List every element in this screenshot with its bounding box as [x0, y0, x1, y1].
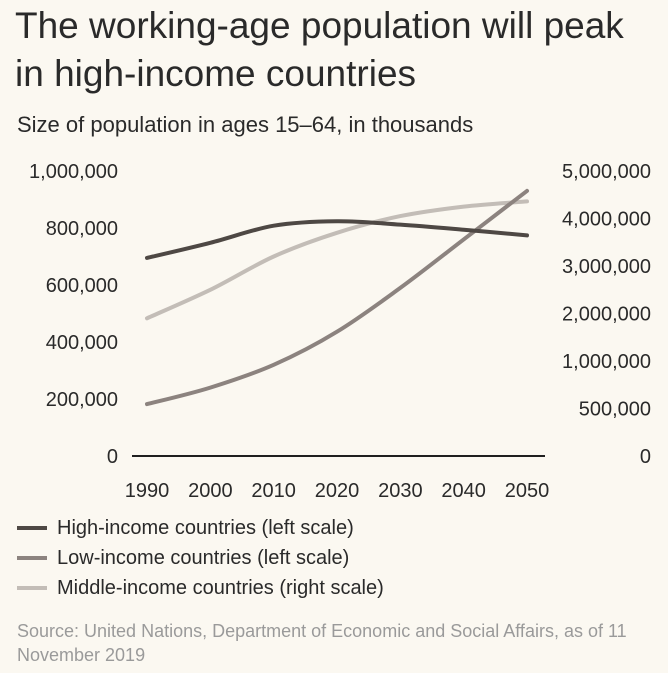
legend-label-high-income: High-income countries (left scale): [57, 516, 354, 539]
source-note: Source: United Nations, Department of Ec…: [17, 621, 627, 665]
x-axis-tick-label: 2030: [378, 480, 423, 502]
x-axis-tick-label: 2050: [505, 480, 550, 502]
left-axis-tick-label: 200,000: [46, 389, 118, 411]
left-axis-tick-label: 400,000: [46, 332, 118, 354]
legend-swatch-high-income: [17, 526, 47, 530]
right-axis-tick-label: 4,000,000: [562, 209, 651, 231]
legend-item-high-income: High-income countries (left scale): [17, 513, 384, 543]
x-axis-tick-label: 2000: [188, 480, 233, 502]
chart-subtitle: Size of population in ages 15–64, in tho…: [17, 112, 474, 137]
legend-label-low-income: Low-income countries (left scale): [57, 546, 350, 569]
left-axis-tick-label: 1,000,000: [29, 161, 118, 183]
x-axis-tick-label: 2020: [315, 480, 360, 502]
chart-legend: High-income countries (left scale) Low-i…: [17, 513, 384, 603]
left-axis-tick-label: 0: [107, 446, 118, 468]
legend-swatch-middle-income: [17, 586, 47, 590]
chart-title: The working-age population will peak in …: [15, 5, 624, 94]
x-axis-tick-label: 2040: [441, 480, 486, 502]
legend-item-middle-income: Middle-income countries (right scale): [17, 573, 384, 603]
right-axis-tick-label: 1,000,000: [562, 351, 651, 373]
x-axis-tick-label: 2010: [251, 480, 296, 502]
series-line-high-income-income: [145, 219, 529, 260]
left-axis-tick-label: 800,000: [46, 218, 118, 240]
legend-swatch-low-income: [17, 556, 47, 560]
series-line-low-income-income: [145, 188, 529, 407]
left-axis-tick-label: 600,000: [46, 275, 118, 297]
right-axis-tick-label: 2,000,000: [562, 304, 651, 326]
legend-label-middle-income: Middle-income countries (right scale): [57, 576, 384, 599]
series-line-middle-income-income: [145, 199, 529, 321]
right-axis-tick-label: 3,000,000: [562, 256, 651, 278]
x-axis-tick-label: 1990: [125, 480, 170, 502]
right-axis-tick-label: 500,000: [579, 399, 651, 421]
legend-item-low-income: Low-income countries (left scale): [17, 543, 384, 573]
right-axis-tick-label: 0: [640, 446, 651, 468]
right-axis-tick-label: 5,000,000: [562, 161, 651, 183]
